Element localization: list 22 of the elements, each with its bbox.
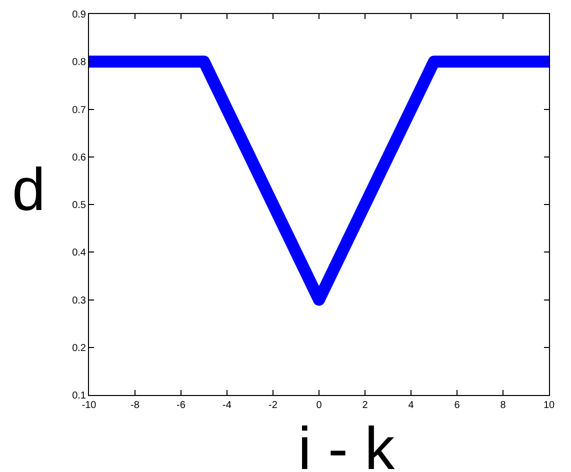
y-tick-label: 0.4 [72,248,86,259]
y-tick-label: 0.9 [72,10,86,20]
y-axis-title: d [12,156,46,223]
x-tick-label: 0 [316,400,322,411]
x-tick-label: 8 [500,400,506,411]
y-tick-label: 0.7 [72,104,86,116]
x-tick-label: 4 [408,400,414,411]
x-axis-title: i - k [298,415,396,472]
y-tick-label: 0.3 [72,295,86,306]
x-tick-label: 6 [454,400,460,411]
x-tick-label: -4 [222,400,232,411]
y-tick-label: 0.5 [72,200,86,211]
x-tick-label: -6 [176,400,186,411]
x-tick-label: 10 [543,400,555,411]
x-tick-label: -8 [130,400,140,411]
y-tick-label: 0.6 [72,152,86,164]
y-tick-label: 0.1 [72,390,86,402]
x-tick-label: -2 [268,400,278,411]
x-tick-label: 2 [362,400,368,411]
y-tick-label: 0.8 [72,57,86,68]
y-tick-label: 0.2 [72,342,86,354]
x-tick-label: -10 [82,400,97,411]
